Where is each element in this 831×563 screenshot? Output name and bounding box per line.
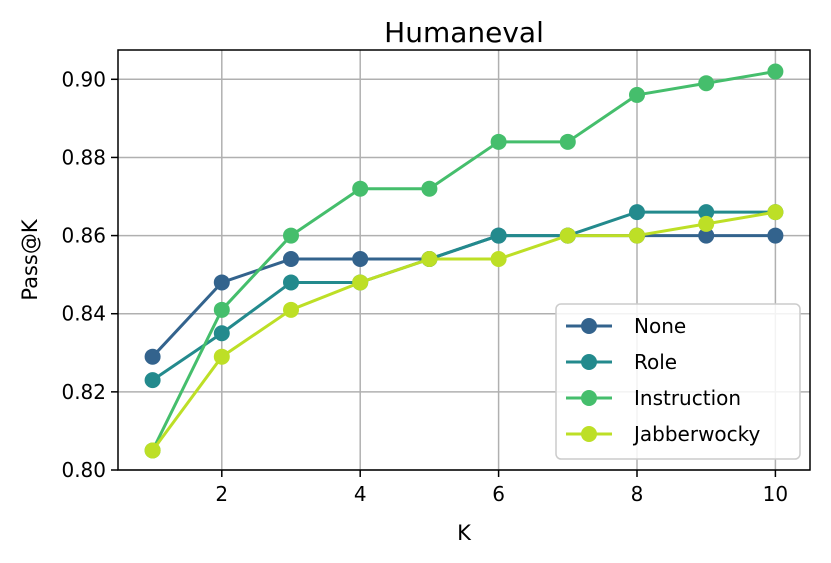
data-point [559, 227, 576, 244]
data-point [629, 86, 645, 103]
data-point [283, 251, 299, 268]
chart-title: Humaneval [384, 16, 544, 49]
data-point [283, 274, 299, 291]
data-point [213, 325, 230, 342]
data-point [283, 301, 299, 318]
data-point [144, 348, 161, 365]
y-tick-label: 0.84 [61, 302, 106, 326]
data-point [490, 251, 507, 268]
legend-marker [581, 426, 597, 442]
y-tick-label: 0.90 [61, 67, 106, 91]
legend-marker [581, 318, 597, 334]
data-point [629, 227, 645, 244]
data-point [144, 442, 161, 459]
data-point [698, 227, 715, 244]
legend-label: Role [634, 350, 677, 374]
data-point [213, 301, 230, 318]
x-tick-label: 8 [631, 482, 644, 506]
data-point [698, 215, 715, 232]
y-tick-label: 0.80 [61, 458, 106, 482]
x-axis-label: K [457, 521, 472, 545]
y-axis-label: Pass@K [18, 218, 42, 300]
series-jabberwocky [144, 204, 784, 459]
data-point [767, 63, 784, 80]
legend-label: None [634, 314, 686, 338]
legend-frame [555, 303, 801, 460]
data-point [421, 180, 438, 197]
legend-marker [581, 390, 597, 406]
series-line [151, 210, 776, 452]
data-point [213, 348, 230, 365]
series-group [144, 63, 784, 459]
series-line [151, 70, 776, 452]
x-tick-label: 2 [215, 482, 228, 506]
x-axis-ticks: 2 4 6 8 10 [215, 470, 788, 506]
series-line [151, 210, 776, 382]
y-axis-ticks: 0.80 0.82 0.84 0.86 0.88 0.90 [61, 67, 118, 482]
data-point [352, 251, 369, 268]
data-point [490, 227, 507, 244]
x-tick-label: 6 [492, 482, 505, 506]
legend: None Role Instruction Jabberwocky [555, 303, 801, 460]
legend-item: Instruction [566, 386, 741, 410]
data-point [629, 204, 645, 221]
data-point [421, 251, 438, 268]
plot-area-frame [117, 49, 811, 471]
data-point [490, 133, 507, 150]
data-point [144, 372, 161, 389]
legend-marker [581, 354, 597, 370]
series-instruction [144, 63, 784, 459]
data-point [767, 204, 784, 221]
data-point [559, 133, 576, 150]
data-point [352, 274, 369, 291]
y-tick-label: 0.82 [61, 380, 106, 404]
data-point [767, 227, 784, 244]
x-tick-label: 10 [763, 482, 788, 506]
data-point [283, 227, 299, 244]
legend-label: Instruction [634, 386, 741, 410]
legend-item: None [566, 314, 686, 338]
legend-label: Jabberwocky [632, 422, 761, 446]
data-point [213, 274, 230, 291]
legend-item: Jabberwocky [566, 422, 761, 446]
data-point [698, 75, 715, 92]
y-tick-label: 0.88 [61, 145, 106, 169]
data-point [698, 204, 715, 221]
x-tick-label: 4 [354, 482, 367, 506]
y-tick-label: 0.86 [61, 224, 106, 248]
legend-item: Role [566, 350, 677, 374]
data-point [352, 180, 369, 197]
